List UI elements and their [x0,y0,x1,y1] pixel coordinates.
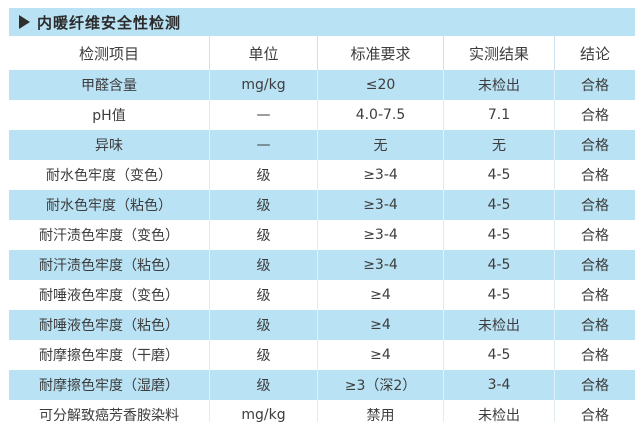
table-cell: 级 [210,280,318,310]
report-content: 内暖纤维安全性检测 检测项目 单位 标准要求 实测结果 结论 甲醛含量 mg/kg ≤20 未… [9,8,635,422]
table-cell: 合格 [581,288,609,304]
table-row: 异味 — 无无合格 [9,130,635,160]
table-cell: ≤20 [318,70,444,100]
table-cell: 级 [210,310,318,340]
table-cell: 4-5 [444,190,555,220]
table-cell: ≥3-4 [318,160,444,190]
column-header: 检测项目 [9,36,210,70]
table-cell: mg/kg [210,70,318,100]
table-cell: mg/kg [210,400,318,422]
table-header-row: 检测项目 单位 标准要求 实测结果 结论 [9,36,635,70]
table-cell: 未检出 [444,310,555,340]
table-row: 耐汗渍色牢度（粘色）级 ≥3-4 4-5 合格 [9,250,635,280]
table-cell: 3-4 [444,370,555,400]
table-cell: 4-5 [444,220,555,250]
table-row: 耐水色牢度（粘色）级 ≥3-4 4-5 合格 [9,190,635,220]
table-cell: 耐汗渍色牢度（变色） [9,220,210,250]
section-title: 内暖纤维安全性检测 [37,13,182,32]
table-cell: — [210,100,318,130]
table-cell: 合格 [581,138,609,154]
table-cell: 耐水色牢度（粘色） [9,190,210,220]
table-cell: 4-5 [444,280,555,310]
table-row: pH值 —4.0-7.5 7.1 合格 [9,100,635,130]
table-cell: 耐唾液色牢度（变色） [9,280,210,310]
table-row: 耐摩擦色牢度（湿磨）级 ≥3（深2） 3-4 合格 [9,370,635,400]
table-row: 耐唾液色牢度（粘色）级 ≥4 未检出 合格 [9,310,635,340]
table-cell: ≥3-4 [318,220,444,250]
table-cell: 耐摩擦色牢度（干磨） [9,340,210,370]
table-cell: 级 [210,190,318,220]
table-cell: ≥3-4 [318,250,444,280]
table-cell: — [210,130,318,160]
table-cell: 合格 [581,78,609,94]
table-cell: 合格 [581,258,609,274]
table-row: 耐水色牢度（变色）级 ≥3-4 4-5 合格 [9,160,635,190]
table-cell: 未检出 [444,70,555,100]
table-cell: 未检出 [444,400,555,422]
table-cell: 级 [210,160,318,190]
table-cell: 无 [444,130,555,160]
table-cell: ≥4 [318,280,444,310]
table-row: 可分解致癌芳香胺染料 mg/kg 禁用 未检出 合格 [9,400,635,422]
table-cell: 合格 [581,168,609,184]
table-cell: 4-5 [444,160,555,190]
table-cell: 合格 [581,408,609,422]
table-cell: 级 [210,370,318,400]
table-cell: 合格 [581,348,609,364]
table-cell: 合格 [581,108,609,124]
section-title-bar: 内暖纤维安全性检测 [9,8,635,36]
column-header: 标准要求 [318,36,444,70]
table-cell: 级 [210,250,318,280]
table-cell: 4.0-7.5 [318,100,444,130]
table-body: 甲醛含量 mg/kg ≤20 未检出 合格 pH值 —4.0-7.5 7.1 合格 异味 — 无无合格… [9,70,635,422]
table-cell: 4-5 [444,340,555,370]
table-cell: 甲醛含量 [9,70,210,100]
table-cell: 合格 [581,198,609,214]
table-row: 甲醛含量 mg/kg ≤20 未检出 合格 [9,70,635,100]
table-cell: 4-5 [444,250,555,280]
table-cell: 耐摩擦色牢度（湿磨） [9,370,210,400]
table-cell: 耐水色牢度（变色） [9,160,210,190]
table-cell: 耐汗渍色牢度（粘色） [9,250,210,280]
table-row: 耐汗渍色牢度（变色）级 ≥3-4 4-5 合格 [9,220,635,250]
table-row: 耐摩擦色牢度（干磨）级 ≥4 4-5 合格 [9,340,635,370]
column-header: 单位 [210,36,318,70]
column-header: 实测结果 [444,36,555,70]
table-cell: 异味 [9,130,210,160]
table-cell: 可分解致癌芳香胺染料 [9,400,210,422]
table-cell: 耐唾液色牢度（粘色） [9,310,210,340]
column-header: 结论 [579,44,610,63]
table-cell: 禁用 [318,400,444,422]
table-cell: ≥3（深2） [318,370,444,400]
table-cell: ≥3-4 [318,190,444,220]
table-cell: 7.1 [444,100,555,130]
table-cell: ≥4 [318,340,444,370]
table-cell: 无 [318,130,444,160]
table-cell: pH值 [9,100,210,130]
table-cell: 级 [210,220,318,250]
table-cell: 合格 [581,228,609,244]
table-row: 耐唾液色牢度（变色）级 ≥4 4-5 合格 [9,280,635,310]
table-cell: 级 [210,340,318,370]
table-cell: 合格 [581,378,609,394]
safety-test-table: 检测项目 单位 标准要求 实测结果 结论 甲醛含量 mg/kg ≤20 未检出 合格 pH值 —4.… [9,36,635,422]
table-cell: 合格 [581,318,609,334]
play-triangle-icon [19,15,30,29]
table-cell: ≥4 [318,310,444,340]
